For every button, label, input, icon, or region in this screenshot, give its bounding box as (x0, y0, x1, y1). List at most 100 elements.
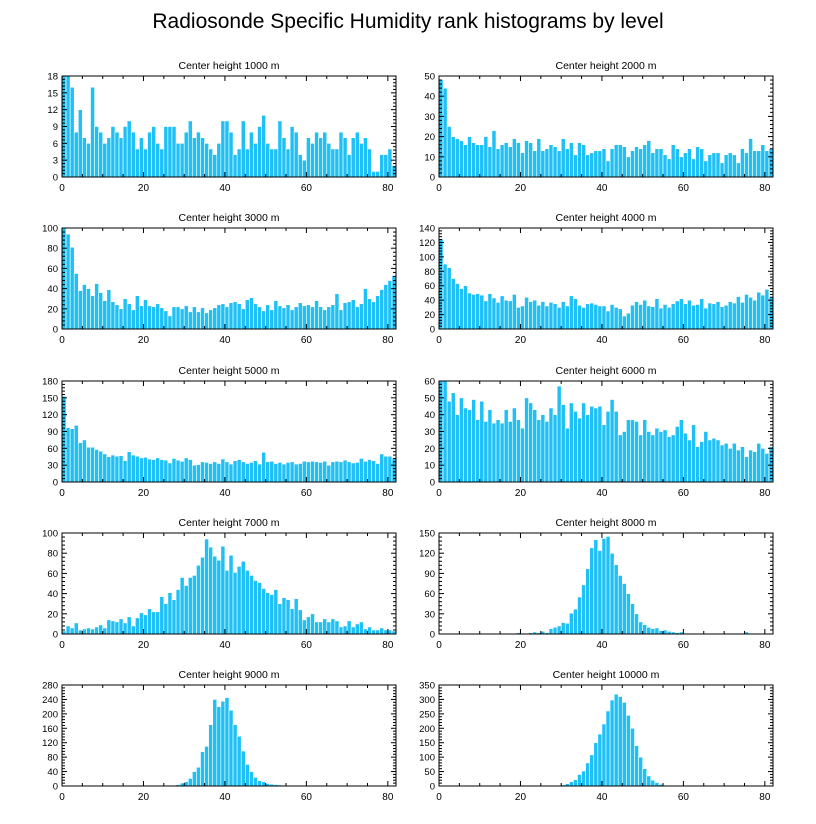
histogram-bar (310, 306, 315, 330)
histogram-bar (216, 143, 222, 178)
histogram-bar (167, 126, 173, 178)
histogram-bar (379, 453, 385, 483)
histogram-bar (544, 148, 550, 178)
histogram-bar (467, 292, 472, 330)
histogram-bar (613, 144, 619, 178)
histogram-bar (581, 770, 586, 787)
histogram-bar (621, 702, 627, 787)
histogram-bar (650, 152, 656, 178)
histogram-bar (363, 288, 368, 330)
histogram-bar (346, 461, 352, 483)
y-tick-label: 0 (53, 325, 58, 336)
histogram-bar (98, 131, 104, 178)
y-tick-label: 9 (53, 122, 58, 133)
histogram-bar (240, 750, 246, 787)
histogram-bar (605, 310, 611, 330)
histogram-bar (77, 290, 83, 330)
y-tick-label: 80 (47, 549, 58, 560)
histogram-bar (609, 148, 615, 178)
histogram-bar (130, 625, 136, 635)
histogram-bar (731, 302, 737, 330)
histogram-bar (350, 299, 356, 330)
histogram-bar (359, 621, 364, 635)
histogram-bar (703, 160, 709, 178)
histogram-bar (768, 296, 774, 330)
histogram-bar (679, 298, 684, 330)
histogram-bar (487, 146, 493, 178)
histogram-bar (387, 148, 393, 178)
histogram-bar (208, 463, 214, 483)
x-tick-label: 40 (596, 488, 608, 499)
histogram-bar (371, 629, 376, 635)
histogram-bar (597, 150, 603, 178)
histogram-bar (564, 427, 570, 483)
histogram-bar (548, 407, 554, 483)
histogram-bar (273, 300, 279, 330)
y-tick-label: 10 (424, 152, 435, 163)
histogram-bar (666, 436, 672, 483)
histogram-bar (118, 308, 124, 330)
histogram-bar (442, 263, 448, 330)
histogram-bar (204, 462, 209, 483)
histogram-bar (273, 148, 279, 178)
histogram-bar (61, 227, 67, 330)
histogram-bar (310, 613, 315, 635)
histogram-bar (187, 120, 193, 178)
histogram-bar (244, 570, 250, 635)
chart-panel-1: Center height 1000 m 0 20 40 60 80 0 3 6 9 12 15 18 (47, 60, 397, 194)
histogram-bar (605, 410, 611, 483)
histogram-bar (236, 735, 242, 787)
x-tick-label: 60 (678, 640, 690, 651)
x-tick-label: 40 (596, 792, 608, 803)
histogram-bar (711, 303, 717, 330)
histogram-bar (621, 315, 627, 330)
plot-frame (438, 532, 774, 635)
x-tick-label: 20 (138, 335, 150, 346)
y-tick-label: 60 (47, 444, 58, 455)
histogram-bar (135, 295, 140, 330)
x-tick-label: 20 (515, 335, 527, 346)
histogram-bar (86, 143, 91, 178)
histogram-bar (609, 699, 615, 787)
histogram-bar (69, 428, 75, 483)
histogram-bar (273, 463, 279, 483)
histogram-bar (491, 422, 497, 483)
histogram-bar (764, 453, 770, 483)
histogram-bar (212, 154, 218, 178)
histogram-bar (322, 309, 328, 330)
histogram-bar (383, 455, 389, 483)
histogram-bar (289, 608, 295, 635)
histogram-bar (310, 460, 315, 483)
histogram-bar (621, 431, 627, 483)
histogram-bar (334, 148, 340, 178)
histogram-bar (196, 766, 201, 787)
x-tick-label: 40 (219, 488, 231, 499)
y-tick-label: 60 (424, 281, 435, 292)
y-tick-label: 20 (47, 304, 58, 315)
histogram-bar (748, 449, 753, 483)
histogram-bar (662, 629, 668, 635)
histogram-bar (687, 439, 692, 483)
histogram-bar (306, 461, 311, 483)
histogram-bar (212, 699, 218, 787)
y-tick-label: 40 (47, 589, 58, 600)
histogram-bar (727, 301, 733, 330)
y-tick-label: 0 (430, 325, 435, 336)
histogram-bar (630, 304, 635, 330)
histogram-bar (346, 301, 352, 330)
histogram-bar (471, 399, 476, 483)
histogram-bar (577, 142, 582, 178)
histogram-bar (736, 296, 741, 330)
histogram-bar (94, 449, 99, 483)
histogram-bar (679, 419, 684, 483)
histogram-bar (487, 409, 493, 483)
histogram-bar (200, 307, 205, 330)
histogram-bar (293, 306, 299, 330)
histogram-bar (208, 148, 214, 178)
histogram-bar (736, 449, 741, 483)
y-tick-label: 18 (47, 72, 58, 83)
histogram-bar (695, 146, 700, 178)
histogram-bar (82, 439, 87, 483)
histogram-bar (740, 302, 745, 330)
histogram-bar (581, 144, 586, 178)
